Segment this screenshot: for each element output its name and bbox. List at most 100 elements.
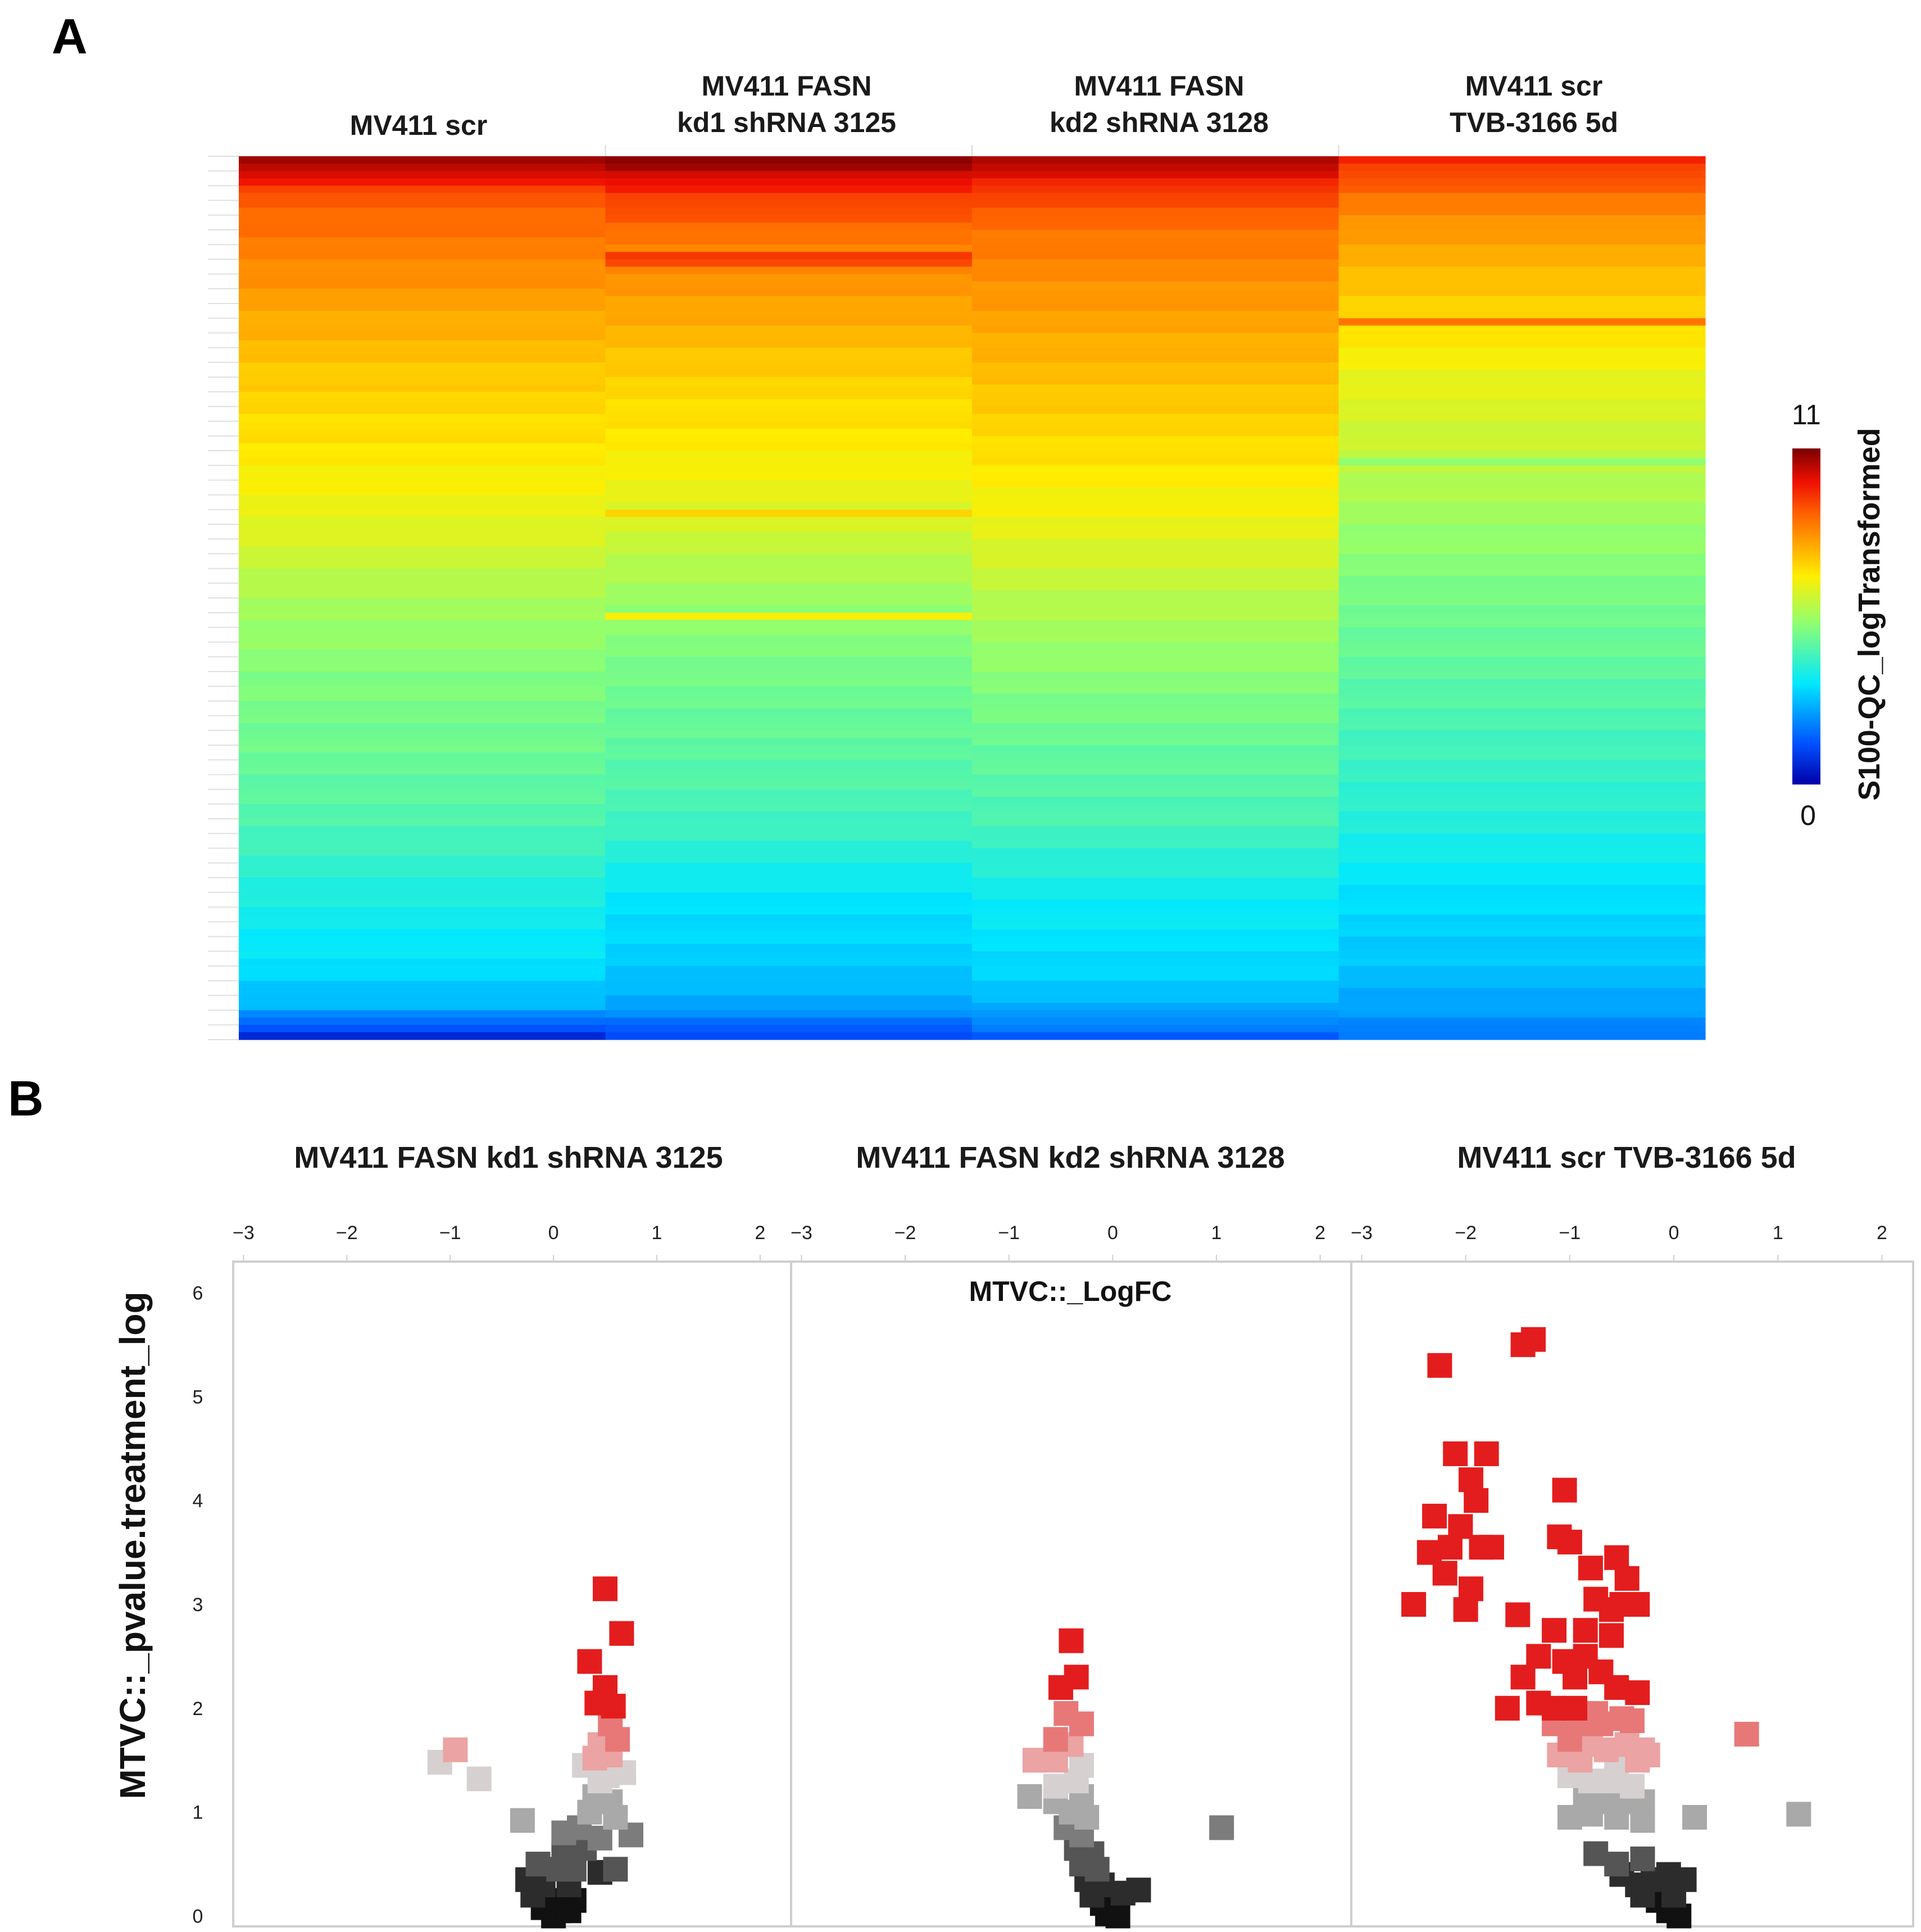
volcano-panel-title-1: MV411 FASN kd1 shRNA 3125 bbox=[294, 1141, 723, 1174]
heatmap-column-3 bbox=[972, 156, 1339, 1040]
x-tick-label: −1 bbox=[439, 1222, 461, 1244]
heatmap-cell bbox=[239, 193, 606, 201]
volcano-panel-title-3: MV411 scr TVB-3166 5d bbox=[1457, 1141, 1796, 1174]
heatmap-cell bbox=[1338, 958, 1706, 967]
heatmap-cell bbox=[605, 288, 973, 297]
volcano-panel-frame bbox=[1350, 1260, 1914, 1928]
y-tick-label: 1 bbox=[193, 1802, 203, 1824]
heatmap-cell bbox=[605, 524, 973, 532]
heatmap-cell bbox=[1338, 406, 1706, 415]
heatmap-cell bbox=[1338, 421, 1706, 429]
heatmap-cell bbox=[239, 487, 606, 496]
heatmap-cell bbox=[1338, 841, 1706, 849]
heatmap-cell bbox=[972, 936, 1339, 945]
heatmap-cell bbox=[1338, 164, 1706, 171]
heatmap-cell bbox=[972, 833, 1339, 841]
heatmap-cell bbox=[972, 480, 1339, 488]
heatmap-cell bbox=[972, 672, 1339, 679]
x-tick-label: 0 bbox=[1107, 1222, 1118, 1244]
heatmap-cell bbox=[972, 598, 1339, 606]
heatmap-cell bbox=[605, 1003, 973, 1011]
heatmap-cell bbox=[605, 811, 973, 819]
heatmap-cell bbox=[239, 207, 606, 216]
heatmap-cell bbox=[239, 311, 606, 319]
heatmap-cell bbox=[239, 428, 606, 437]
heatmap-cell bbox=[1338, 951, 1706, 959]
heatmap-cell bbox=[239, 782, 606, 790]
heatmap-cell bbox=[972, 495, 1339, 503]
heatmap-cell bbox=[1338, 634, 1706, 643]
heatmap-cell bbox=[239, 156, 606, 164]
heatmap-cell bbox=[239, 362, 606, 370]
heatmap-cell bbox=[972, 922, 1339, 930]
heatmap-cell bbox=[239, 656, 606, 665]
heatmap-cell bbox=[605, 914, 973, 922]
heatmap-cell bbox=[1338, 583, 1706, 591]
heatmap-cell bbox=[972, 369, 1339, 378]
heatmap-cell bbox=[605, 693, 973, 701]
heatmap-cell bbox=[605, 185, 973, 194]
scatter-point bbox=[1505, 1602, 1531, 1627]
heatmap-cell bbox=[605, 885, 973, 893]
heatmap-cell bbox=[239, 355, 606, 363]
heatmap-cell bbox=[239, 185, 606, 194]
heatmap-cell bbox=[1338, 723, 1706, 731]
scatter-point bbox=[1043, 1727, 1068, 1752]
heatmap-cell bbox=[1338, 252, 1706, 260]
heatmap-cell bbox=[605, 362, 973, 370]
scatter-point bbox=[1563, 1695, 1588, 1721]
heatmap-cell bbox=[605, 613, 973, 620]
heatmap-cell bbox=[239, 546, 606, 554]
heatmap-cell bbox=[1338, 1010, 1706, 1018]
heatmap-cell bbox=[972, 995, 1339, 1004]
heatmap-cell bbox=[1338, 855, 1706, 864]
x-tick-label: −3 bbox=[791, 1222, 812, 1244]
heatmap-cell bbox=[1338, 870, 1706, 878]
heatmap-cell bbox=[1338, 487, 1706, 496]
heatmap-cell bbox=[972, 392, 1339, 400]
heatmap-cell bbox=[972, 509, 1339, 518]
heatmap-cell bbox=[605, 701, 973, 709]
heatmap-cell bbox=[972, 406, 1339, 415]
heatmap-cell bbox=[1338, 782, 1706, 790]
heatmap-cell bbox=[605, 516, 973, 525]
heatmap-cell bbox=[605, 715, 973, 724]
heatmap-cell bbox=[605, 995, 973, 1004]
heatmap-cell bbox=[605, 384, 973, 392]
heatmap-cell bbox=[1338, 473, 1706, 480]
heatmap-cell bbox=[972, 730, 1339, 738]
heatmap-cell bbox=[605, 487, 973, 496]
heatmap-cell bbox=[605, 944, 973, 952]
scatter-point bbox=[1437, 1535, 1463, 1560]
heatmap-cell bbox=[239, 966, 606, 974]
heatmap-cell bbox=[239, 789, 606, 797]
scatter-point bbox=[1043, 1774, 1068, 1799]
heatmap-cell bbox=[972, 634, 1339, 643]
heatmap-cell bbox=[972, 774, 1339, 783]
heatmap-cell bbox=[1338, 789, 1706, 797]
scatter-point bbox=[1053, 1701, 1079, 1726]
heatmap-cell bbox=[972, 789, 1339, 797]
heatmap-cell bbox=[605, 863, 973, 871]
heatmap-cell bbox=[972, 524, 1339, 532]
scatter-point bbox=[1064, 1665, 1089, 1690]
heatmap-cell bbox=[239, 266, 606, 275]
heatmap-cell bbox=[239, 178, 606, 186]
heatmap-cell bbox=[239, 377, 606, 385]
heatmap-cell bbox=[605, 215, 973, 223]
heatmap-cell bbox=[1338, 774, 1706, 783]
heatmap-cell bbox=[1338, 672, 1706, 679]
heatmap-cell bbox=[239, 796, 606, 805]
scatter-point bbox=[443, 1737, 468, 1762]
heatmap-cell bbox=[972, 288, 1339, 297]
heatmap-cell bbox=[972, 443, 1339, 451]
heatmap-cell bbox=[605, 870, 973, 878]
heatmap-cell bbox=[1338, 296, 1706, 304]
heatmap-cell bbox=[239, 296, 606, 304]
x-tick-label: 2 bbox=[1315, 1222, 1325, 1244]
heatmap-cell bbox=[239, 414, 606, 422]
heatmap-cell bbox=[239, 907, 606, 915]
scatter-point bbox=[1583, 1701, 1609, 1726]
heatmap-cell bbox=[1338, 848, 1706, 856]
